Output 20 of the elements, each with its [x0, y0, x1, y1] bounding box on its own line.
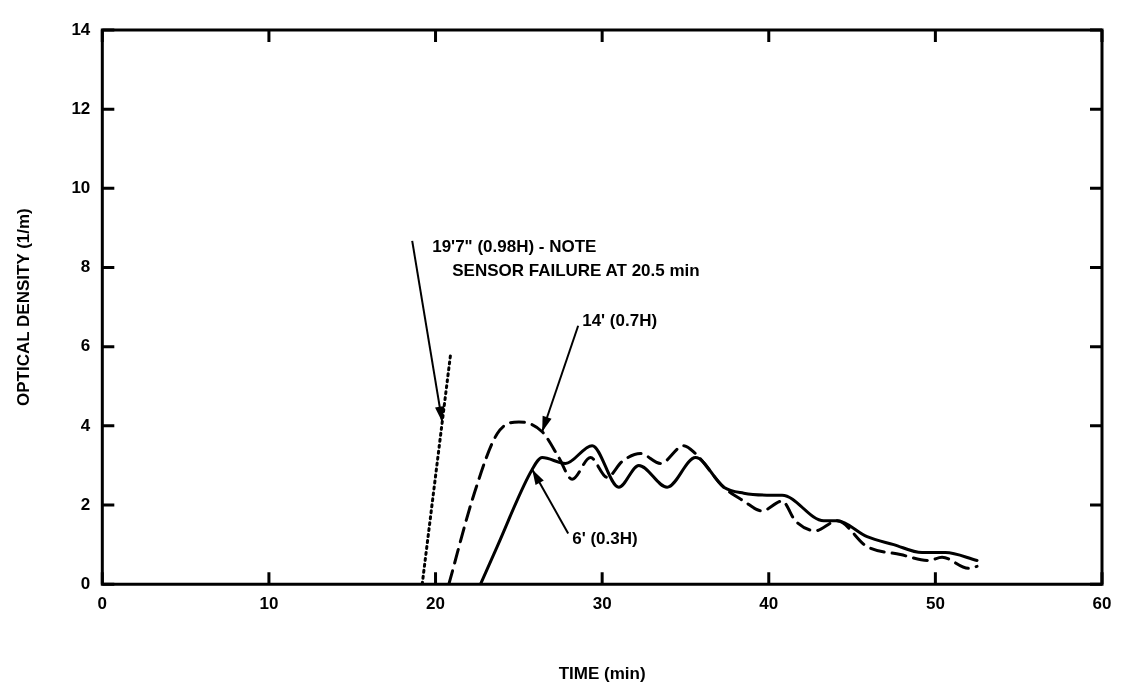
x-tick-label: 50 [925, 594, 945, 614]
y-tick-label: 6 [80, 336, 91, 356]
annotation: 6' (0.3H) [572, 529, 638, 549]
annotation: 14' (0.7H) [582, 311, 658, 331]
y-tick-label: 12 [71, 98, 91, 118]
y-tick-label: 4 [80, 415, 91, 435]
y-tick-label: 2 [80, 494, 91, 514]
y-axis-title: OPTICAL DENSITY (1/m) [13, 208, 33, 406]
x-tick-label: 30 [592, 594, 612, 614]
y-tick-label: 14 [71, 19, 91, 39]
y-tick-label: 0 [80, 573, 91, 593]
y-tick-label: 8 [80, 257, 91, 277]
x-tick-label: 0 [97, 594, 108, 614]
y-tick-label: 10 [71, 178, 91, 198]
x-tick-label: 60 [1092, 594, 1112, 614]
x-tick-label: 10 [259, 594, 279, 614]
x-tick-label: 40 [759, 594, 779, 614]
annotation: 19'7" (0.98H) - NOTE SENSOR FAILURE AT 20.5 min [432, 236, 700, 280]
x-axis-title: TIME (min) [558, 664, 646, 684]
x-tick-label: 20 [426, 594, 445, 614]
